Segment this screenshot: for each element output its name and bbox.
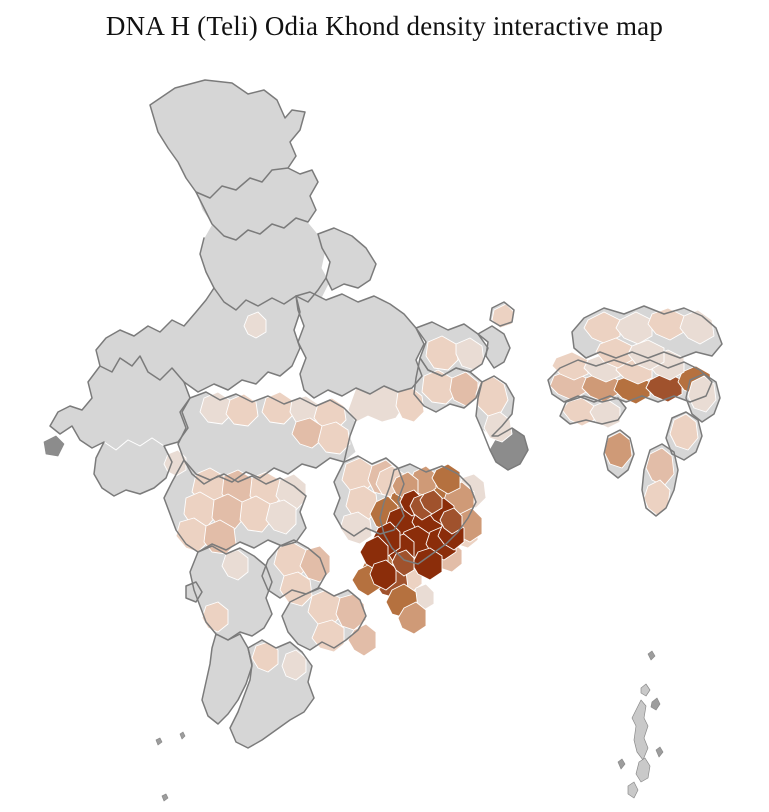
map-layers (43, 79, 723, 802)
andaman-nicobar-islands (155, 650, 664, 802)
page-title: DNA H (Teli) Odia Khond density interact… (105, 11, 664, 41)
odisha-hotspot-layer (351, 463, 483, 635)
tier-low-layer (163, 303, 515, 681)
state-boundaries-layer (49, 79, 723, 749)
map-canvas[interactable] (0, 50, 769, 812)
india-choropleth-svg[interactable] (0, 50, 769, 812)
